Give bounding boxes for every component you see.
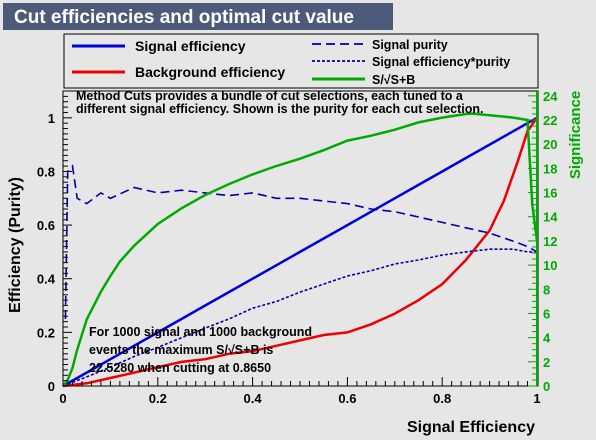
- y-tick-label-2: 0.4: [37, 272, 56, 287]
- legend: Signal efficiency Background efficiency Si…: [72, 38, 510, 87]
- y-axis-label: Efficiency (Purity): [7, 177, 24, 313]
- x-tick-label-2: 0.4: [244, 391, 263, 406]
- y2-tick-label-7: 14: [543, 210, 558, 225]
- x-tick-label-3: 0.6: [338, 391, 356, 406]
- annotation-line-2: events the maximum S/√S+B is: [89, 343, 273, 357]
- y2-tick-label-6: 12: [543, 234, 557, 249]
- annotation-line-3: 22.5280 when cutting at 0.8650: [89, 361, 271, 375]
- description-line-1: Method Cuts provides a bundle of cut sel…: [76, 89, 464, 103]
- x-tick-label-5: 1: [533, 391, 540, 406]
- legend-label-3: Signal efficiency*purity: [372, 55, 510, 69]
- y2-tick-label-8: 16: [543, 186, 557, 201]
- y2-tick-label-3: 6: [543, 306, 550, 321]
- y-tick-label-3: 0.6: [37, 218, 55, 233]
- y2-tick-label-0: 0: [543, 379, 550, 394]
- y2-tick-label-12: 24: [543, 89, 558, 104]
- curves-group: [62, 112, 539, 388]
- series-line-0: [62, 116, 538, 388]
- legend-label-2: Signal purity: [372, 38, 448, 52]
- y2-tick-label-10: 20: [543, 137, 557, 152]
- legend-label-0: Signal efficiency: [135, 38, 246, 54]
- title-box: [3, 3, 393, 30]
- y-tick-label-5: 1: [48, 111, 55, 126]
- series-line-2: [64, 164, 538, 320]
- y-tick-label-1: 0.2: [37, 325, 55, 340]
- y2-tick-label-9: 18: [543, 161, 557, 176]
- series-line-3: [62, 248, 537, 387]
- series-line-1: [62, 117, 539, 388]
- y2-axis-label: Significance: [567, 91, 584, 179]
- y2-tick-label-1: 2: [543, 355, 550, 370]
- y-tick-label-4: 0.8: [37, 164, 55, 179]
- legend-label-1: Background efficiency: [135, 64, 285, 80]
- y2-tick-label-2: 4: [543, 331, 551, 346]
- legend-box: [63, 33, 539, 89]
- x-tick-label-0: 0: [59, 391, 66, 406]
- plot-area: [62, 90, 539, 387]
- annotation-line-1: For 1000 signal and 1000 background: [89, 325, 312, 339]
- x-axis-label: Signal Efficiency: [407, 419, 535, 436]
- description-line-2: different signal efficiency. Shown is th…: [76, 102, 484, 116]
- x-tick-label-1: 0.2: [149, 391, 167, 406]
- legend-label-4: S/√S+B: [372, 73, 415, 87]
- y2-tick-label-4: 8: [543, 282, 550, 297]
- y2-tick-label-11: 22: [543, 113, 557, 128]
- chart-title: Cut efficiencies and optimal cut value: [14, 7, 354, 28]
- series-line-4: [62, 112, 539, 387]
- y-tick-label-0: 0: [48, 379, 55, 394]
- y2-tick-label-5: 10: [543, 258, 557, 273]
- x-tick-label-4: 0.8: [433, 391, 451, 406]
